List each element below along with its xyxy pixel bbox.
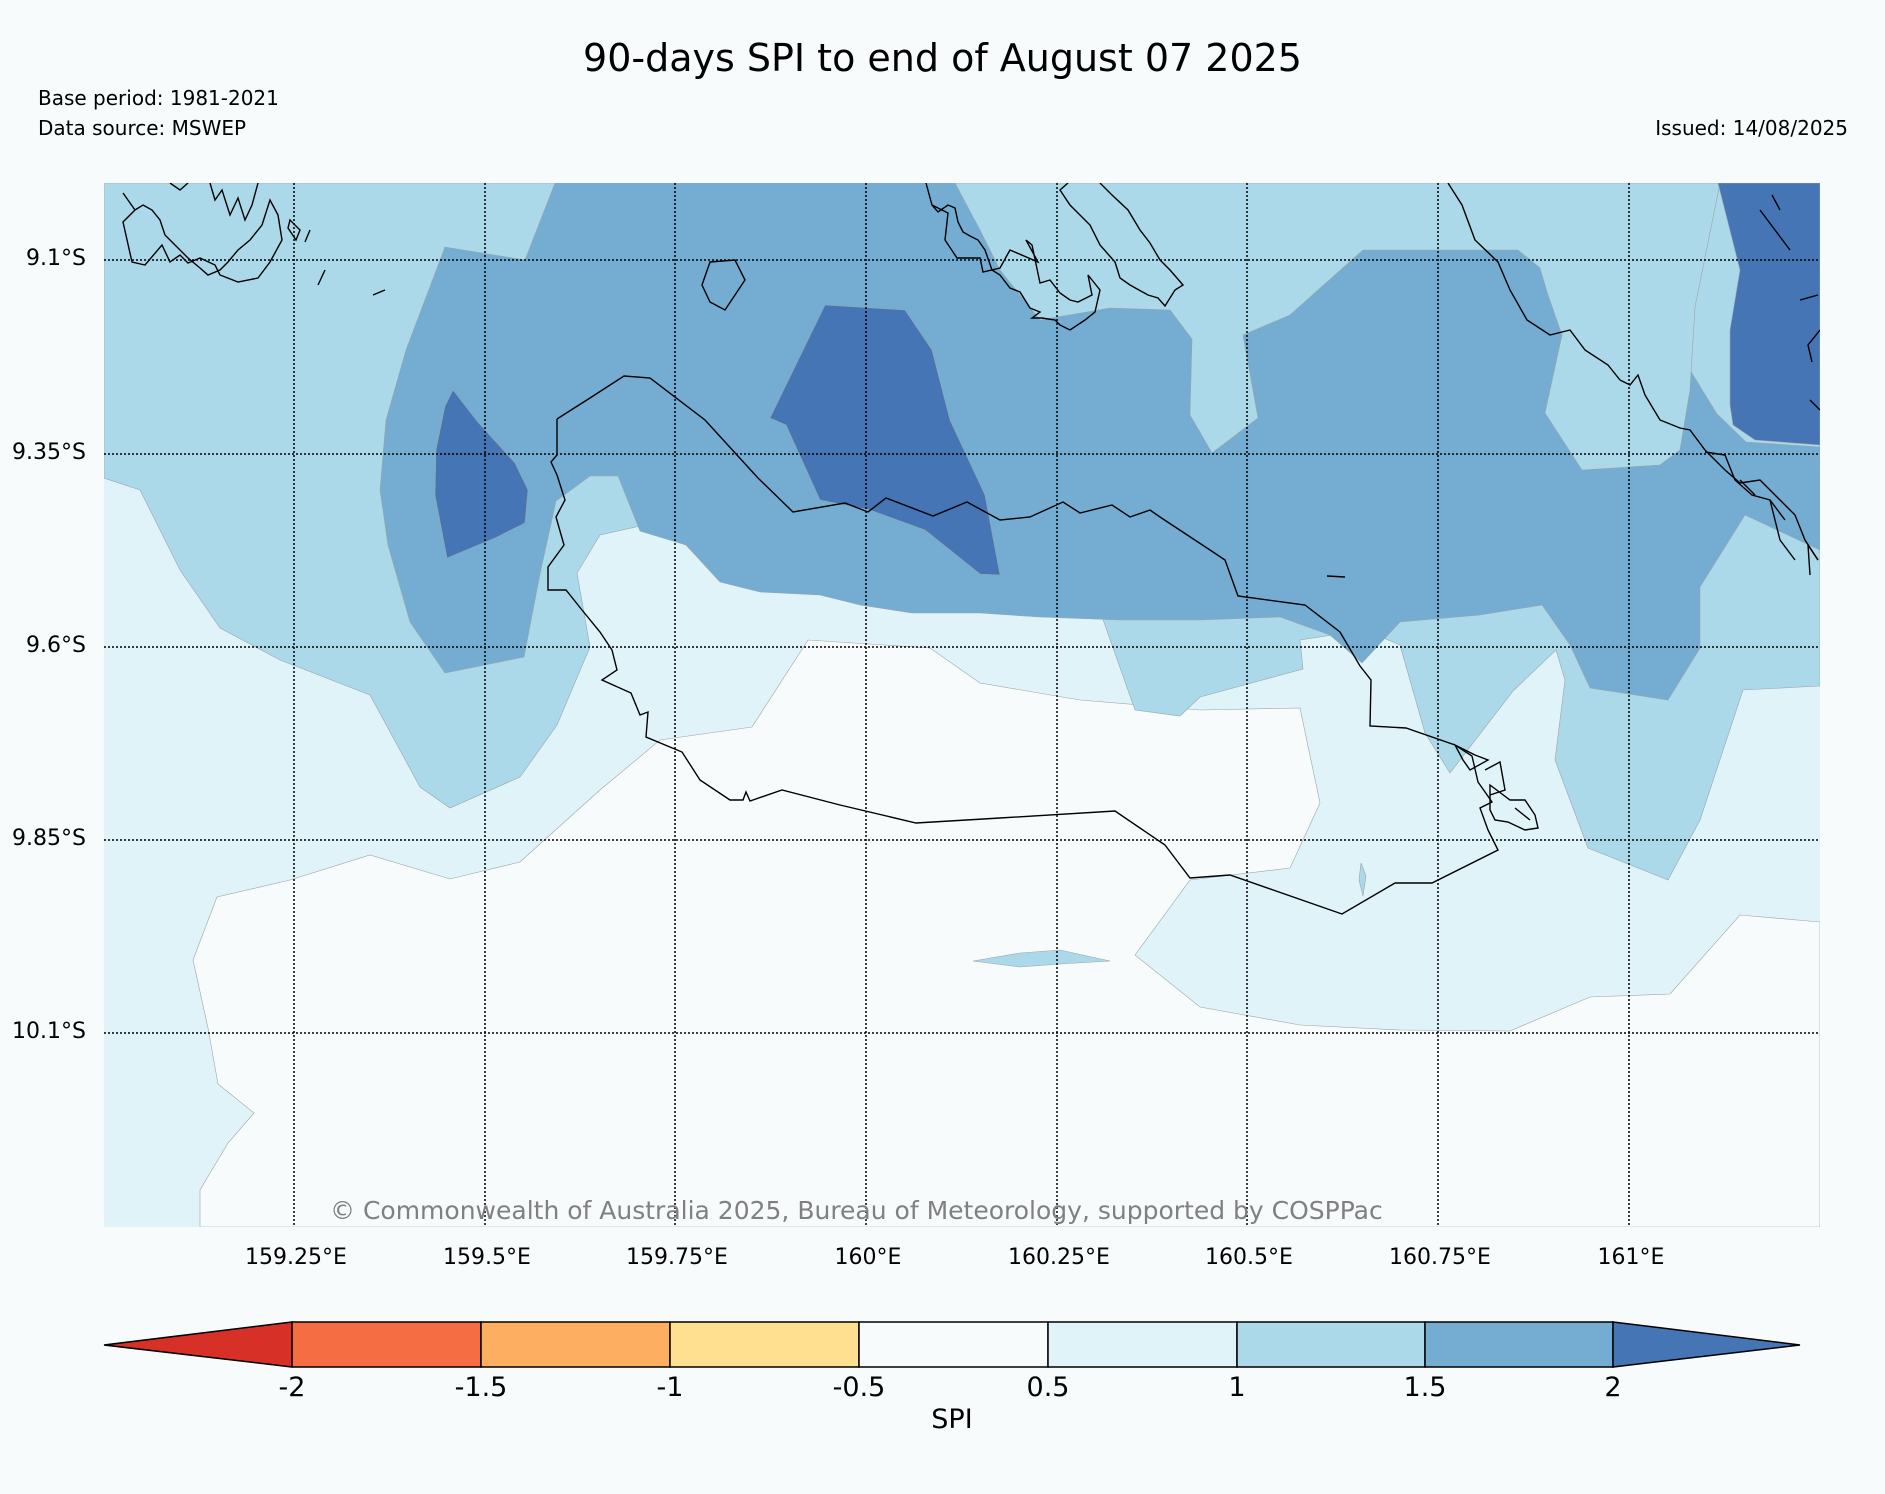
- spi-region-above-2-west: [434, 389, 529, 559]
- nggela-coastline: [1059, 183, 1185, 308]
- colorbar-tick-neg2: -2: [278, 1372, 306, 1403]
- colorbar: [103, 1321, 1801, 1368]
- colorbar-bin-neg2-neg1.5: [291, 1321, 482, 1368]
- colorbar-bin-1.5-2: [1424, 1321, 1614, 1368]
- colorbar-bin-0.5-1: [1047, 1321, 1238, 1368]
- spi-pocket-northcentral: [895, 183, 1721, 471]
- spi-region-above-2-central: [769, 304, 1001, 576]
- malaita-lagoon-coastline: [1704, 451, 1819, 576]
- map-title: 90-days SPI to end of August 07 2025: [583, 36, 1302, 80]
- lon-label-159.25e: 159.25°E: [245, 1245, 347, 1270]
- savo-island-coastline: [701, 259, 746, 311]
- spi-pocket-south: [972, 949, 1111, 968]
- colorbar-bin-1-1.5: [1236, 1321, 1426, 1368]
- marau-islets-coastline: [1453, 743, 1539, 831]
- data-source-text: Data source: MSWEP: [38, 116, 247, 140]
- lon-label-160.25e: 160.25°E: [1008, 1245, 1110, 1270]
- lon-label-160e: 160°E: [834, 1245, 902, 1270]
- colorbar-bin-neg1-neg0.5: [669, 1321, 860, 1368]
- colorbar-tick-1: 1: [1228, 1372, 1246, 1403]
- colorbar-tick-neg1.5: -1.5: [454, 1372, 508, 1403]
- spi-contour-layer: [104, 183, 1820, 1227]
- malaita-coastline: [1447, 183, 1819, 561]
- colorbar-extend-low: [103, 1321, 293, 1368]
- guadalcanal-coastline: [547, 375, 1499, 915]
- spi-region-above-2-east: [1717, 183, 1820, 446]
- colorbar-bin-neg0.5-0.5: [858, 1321, 1049, 1368]
- colorbar-tick-neg0.5: -0.5: [832, 1372, 886, 1403]
- lat-label-9.6s: 9.6°S: [26, 633, 86, 658]
- east-islands-coastline: [1759, 194, 1820, 411]
- florida-islands-coastline: [925, 183, 1101, 331]
- colorbar-bin-neg1.5-neg1: [480, 1321, 671, 1368]
- colorbar-tick-2: 2: [1604, 1372, 1622, 1403]
- spi-region-1.5-2: [379, 183, 1820, 701]
- graticule: [104, 183, 1820, 1227]
- colorbar-tick-1.5: 1.5: [1403, 1372, 1447, 1403]
- colorbar-label: SPI: [931, 1404, 973, 1435]
- lat-label-10.1s: 10.1°S: [12, 1019, 86, 1044]
- lon-label-159.75e: 159.75°E: [626, 1245, 728, 1270]
- lat-label-9.85s: 9.85°S: [12, 826, 86, 851]
- colorbar-tick-0.5: 0.5: [1026, 1372, 1070, 1403]
- lat-label-9.1s: 9.1°S: [26, 246, 86, 271]
- lat-label-9.35s: 9.35°S: [12, 440, 86, 465]
- colorbar-extend-high: [1612, 1321, 1801, 1368]
- colorbar-tick-neg1: -1: [656, 1372, 684, 1403]
- lon-label-159.5e: 159.5°E: [443, 1245, 531, 1270]
- spi-pocket-east: [1358, 862, 1367, 897]
- coastline-layer: [122, 183, 1820, 915]
- spi-region-near-normal: [192, 639, 1820, 1227]
- copyright-notice: © Commonwealth of Australia 2025, Bureau…: [330, 1196, 1383, 1225]
- russell-islands-north-coastline: [209, 183, 386, 296]
- lon-label-160.5e: 160.5°E: [1205, 1245, 1293, 1270]
- russell-islands-coastline: [122, 183, 283, 283]
- lon-label-160.75e: 160.75°E: [1389, 1245, 1491, 1270]
- lon-label-161e: 161°E: [1597, 1245, 1665, 1270]
- issued-date-text: Issued: 14/08/2025: [1655, 116, 1848, 140]
- offshore-islet-coastline: [1326, 575, 1346, 578]
- base-period-text: Base period: 1981-2021: [38, 86, 279, 110]
